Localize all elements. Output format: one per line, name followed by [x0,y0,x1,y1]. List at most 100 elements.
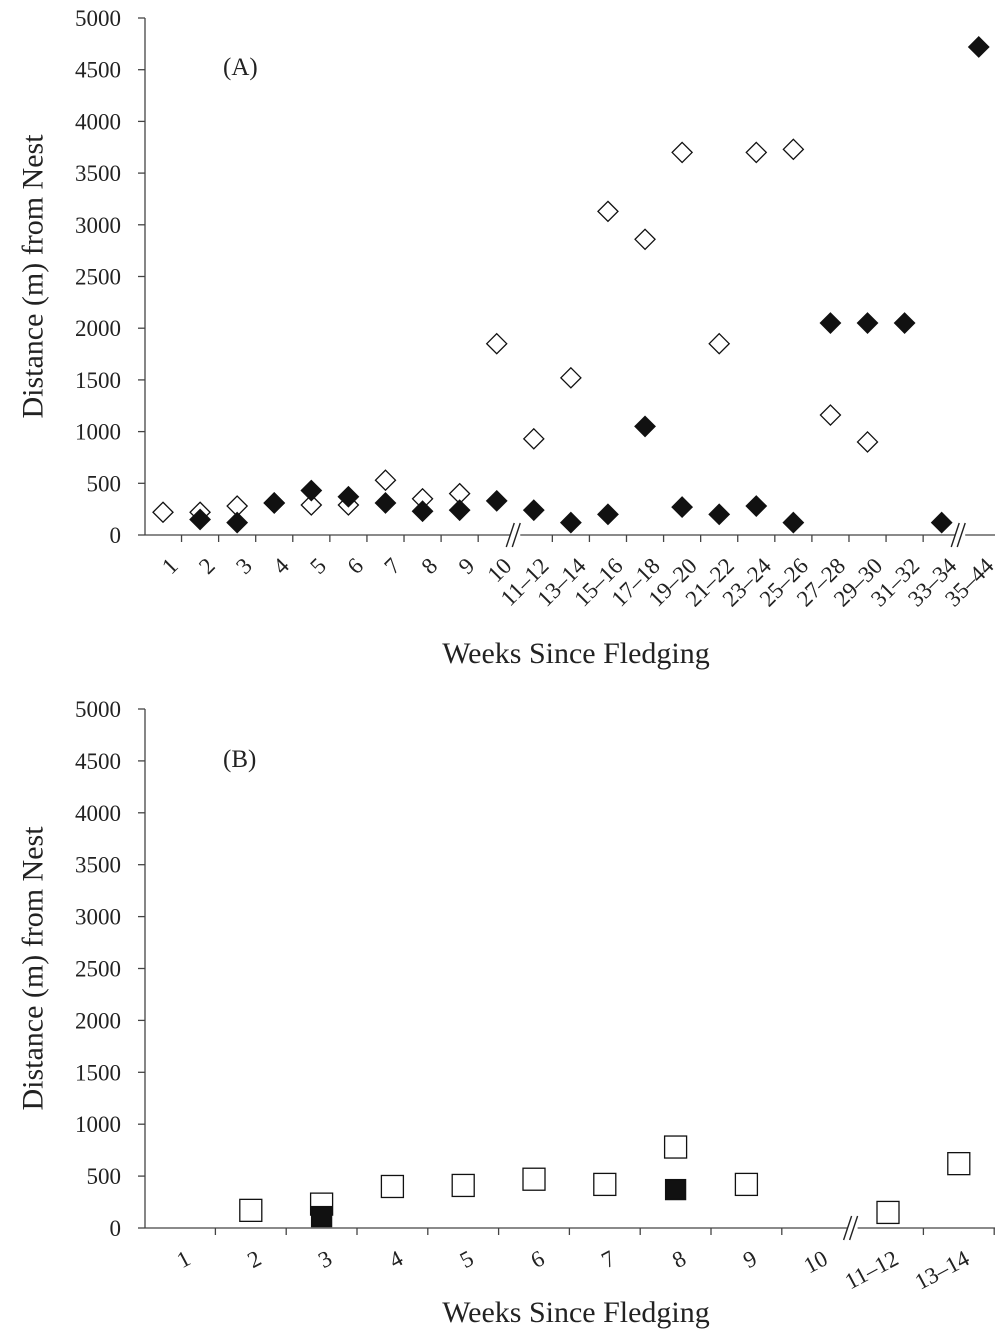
open-diamond-point [559,366,582,389]
open-square-point [734,1172,759,1197]
open-diamond-point [300,494,323,516]
x-tick-label: 8 [416,553,442,579]
filled-diamond-point [448,499,471,522]
x-tick-label: 2 [194,553,220,579]
filled-diamond-point [559,511,582,534]
open-diamond-point [634,228,656,251]
filled-diamond-point [226,511,249,534]
y-tick-label: 5000 [75,697,121,722]
y-tick-label: 1000 [75,1112,121,1137]
y-tick-label: 4500 [75,749,121,774]
open-diamond-point [485,332,508,355]
filled-diamond-point [671,496,694,519]
filled-diamond-point [782,511,805,534]
open-square-point [239,1198,263,1223]
open-diamond-point [819,404,842,426]
axis-break-mark [505,522,515,548]
filled-diamond-point [634,415,656,438]
axis-break-mark [511,522,521,548]
filled-diamond-point [930,511,953,534]
open-diamond-point [856,431,879,453]
filled-diamond-point [300,479,323,502]
filled-diamond-point [411,500,434,523]
panel-label: (A) [223,54,258,81]
open-diamond-point [152,501,174,524]
filled-diamond-point [374,492,397,514]
open-square-point [522,1167,546,1191]
open-diamond-point [671,141,694,164]
y-tick-label: 2500 [75,957,121,982]
axis-break-mark [950,522,960,548]
open-square-point [876,1200,900,1225]
x-tick-label: 5 [305,553,331,579]
x-tick-label: 2 [243,1246,265,1273]
x-tick-label: 1 [157,553,183,579]
x-tick-label: 4 [385,1245,407,1273]
y-tick-label: 4000 [75,801,121,826]
x-tick-label: 3 [231,553,257,579]
filled-diamond-point [597,503,619,526]
panel-b: 0 500 1000 1500 2000 2500 3000 3500 4000 4500 5000… [17,697,995,1329]
y-tick-label: 2000 [75,1008,121,1033]
y-tick-label: 4500 [75,58,121,83]
filled-diamond-point [856,312,879,334]
y-tick-label: 5000 [75,6,121,31]
open-square-point [451,1173,475,1198]
x-tick-label: 10 [800,1246,832,1279]
x-tick-label: 9 [739,1246,761,1273]
filled-diamond-point [819,312,842,334]
y-tick-label: 2000 [75,316,121,341]
panel-a: 0 500 1000 1500 2000 2500 3000 3500 4000 4500 5000… [17,6,997,670]
filled-diamond-point [189,508,211,531]
y-tick-label: 1500 [75,1060,121,1085]
x-tick-label: 9 [454,553,480,579]
filled-square-point [310,1205,333,1228]
x-axis-title: Weeks Since Fledging [442,1296,710,1329]
y-tick-label: 3000 [75,213,121,238]
y-tick-label: 3000 [75,905,121,930]
panel-label: (B) [223,746,256,773]
filled-diamond-point [337,485,360,508]
filled-diamond-point [745,495,768,517]
y-tick-label: 3500 [75,161,121,186]
y-tick-label: 1000 [75,420,121,445]
open-square-point [947,1151,971,1176]
y-axis-title: Distance (m) from Nest [17,134,50,419]
x-axis-title: Weeks Since Fledging [442,637,710,670]
filled-diamond-point [485,489,508,512]
filled-diamond-point [893,312,916,334]
filled-diamond-point [263,492,286,514]
open-diamond-point [374,469,397,492]
x-tick-label: 7 [379,553,405,579]
open-square-point [380,1174,405,1199]
filled-square-point [664,1178,687,1201]
x-tick-label: 5 [456,1246,478,1273]
open-diamond-point [597,200,619,223]
open-diamond-point [708,332,731,355]
filled-diamond-point [967,36,990,58]
x-tick-label: 3 [314,1246,336,1273]
y-tick-label: 500 [87,471,122,496]
y-tick-label: 4000 [75,109,121,134]
axis-break-mark [956,522,966,548]
x-tick-label: 1 [173,1246,195,1273]
y-tick-label: 1500 [75,368,121,393]
y-tick-label: 500 [87,1164,122,1189]
open-diamond-point [782,138,805,161]
filled-diamond-point [708,503,731,526]
x-tick-label: 13–14 [911,1245,974,1294]
open-diamond-point [522,427,545,450]
x-tick-label: 4 [268,553,294,579]
y-tick-label: 3500 [75,853,121,878]
open-diamond-point [745,141,768,164]
axis-break-mark [848,1215,859,1241]
x-tick-label: 6 [342,553,368,579]
x-tick-label: 8 [668,1246,690,1273]
y-tick-label: 0 [110,523,122,548]
y-axis-title: Distance (m) from Nest [17,826,50,1111]
x-tick-label: 11–12 [841,1246,903,1295]
axis-break-mark [842,1215,853,1241]
y-tick-label: 2500 [75,265,121,290]
x-tick-label: 6 [527,1246,549,1273]
